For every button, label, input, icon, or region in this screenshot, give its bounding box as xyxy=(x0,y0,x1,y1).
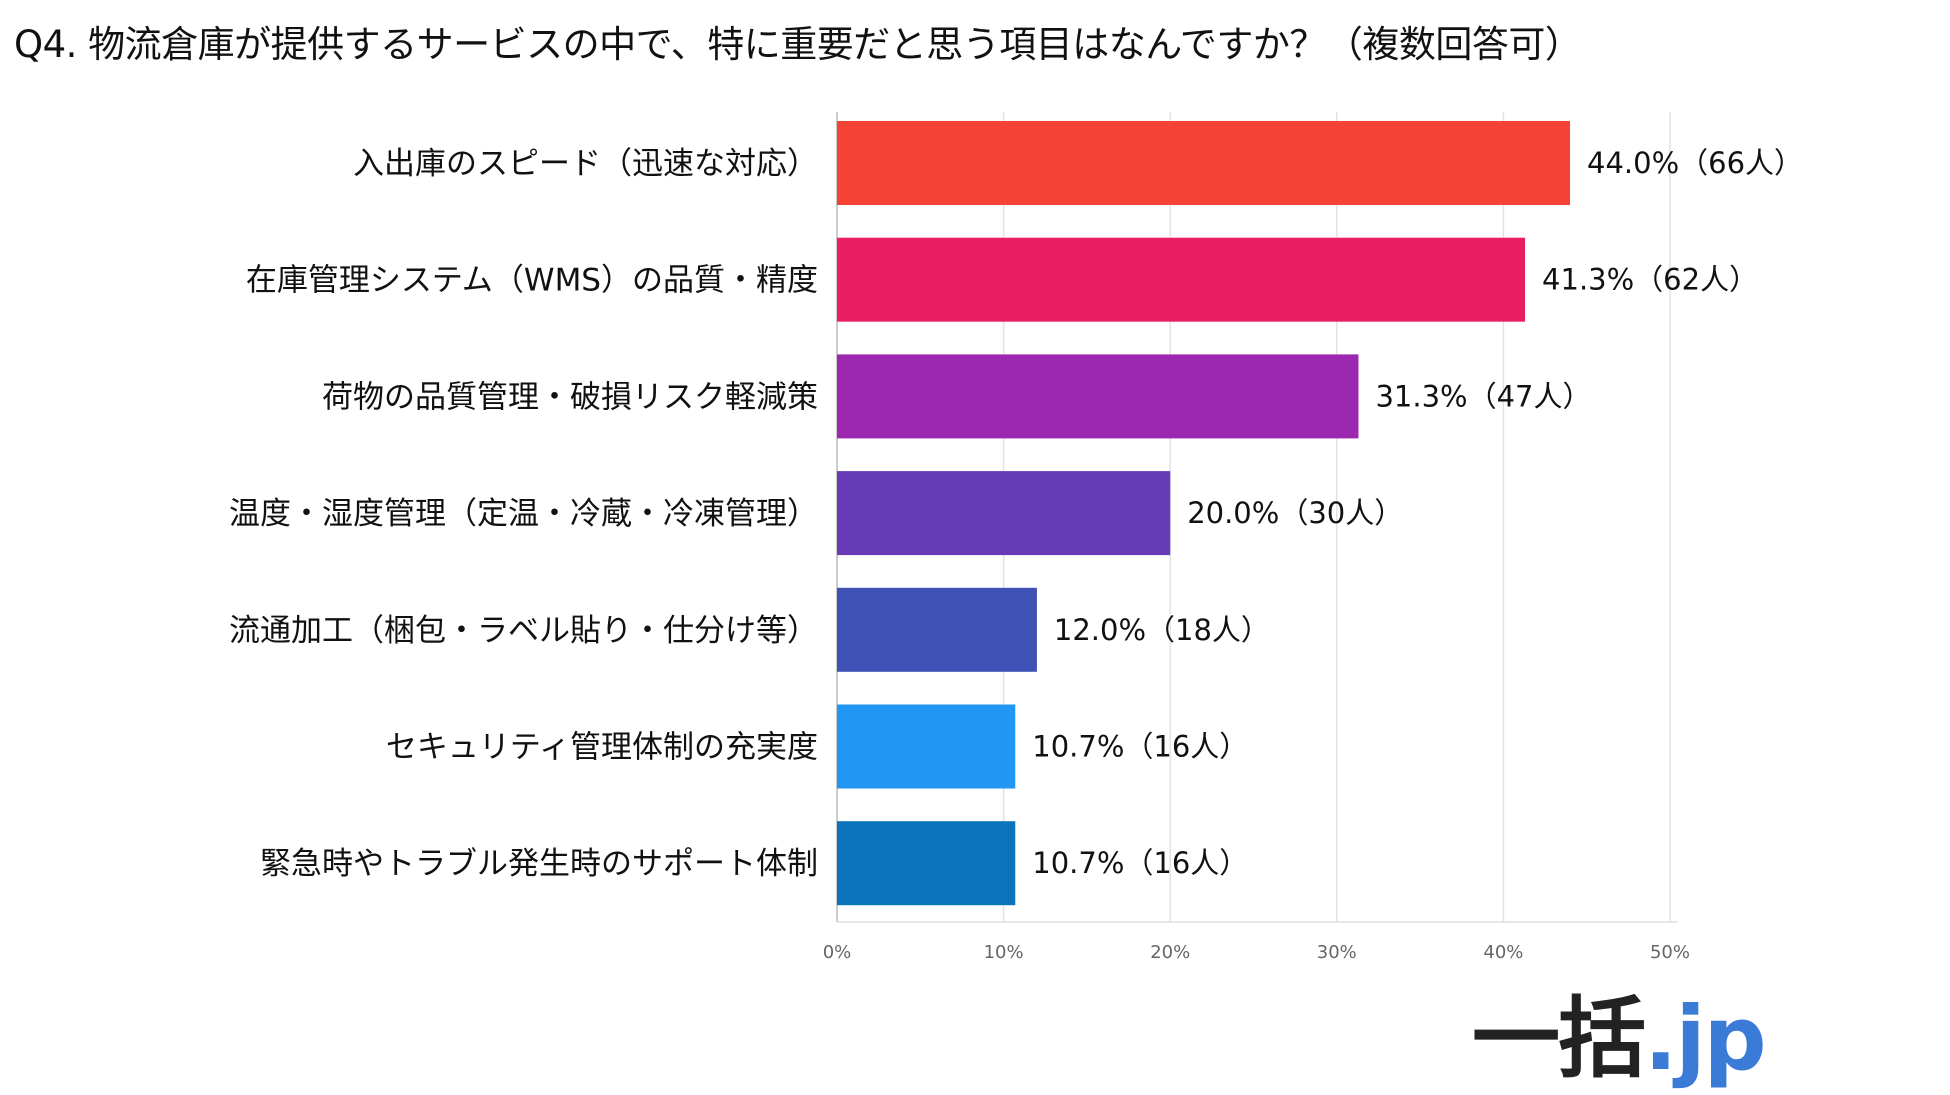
data-label: 10.7%（16人） xyxy=(1032,730,1248,764)
bar xyxy=(837,587,1037,672)
data-label: 31.3%（47人） xyxy=(1375,379,1591,413)
x-tick-label: 30% xyxy=(1317,942,1357,963)
bar xyxy=(837,821,1016,906)
data-label: 10.7%（16人） xyxy=(1032,846,1248,880)
data-label: 12.0%（18人） xyxy=(1054,613,1270,647)
x-tick-label: 0% xyxy=(823,942,852,963)
category-label: 緊急時やトラブル発生時のサポート体制 xyxy=(260,846,818,882)
logo-text-main: 一括 xyxy=(1472,987,1646,1090)
category-label: 流通加工（梱包・ラベル貼り・仕分け等） xyxy=(229,613,818,649)
x-tick-label: 10% xyxy=(984,942,1024,963)
bar xyxy=(837,471,1171,556)
x-tick-label: 20% xyxy=(1150,942,1190,963)
bar xyxy=(837,354,1359,439)
category-label: 入出庫のスピード（迅速な対応） xyxy=(353,146,818,182)
bar xyxy=(837,121,1571,205)
brand-logo: 一括.jp xyxy=(1472,968,1767,1095)
category-label: 温度・湿度管理（定温・冷蔵・冷凍管理） xyxy=(229,496,818,532)
category-label: 在庫管理システム（WMS）の品質・精度 xyxy=(246,263,818,299)
x-tick-label: 50% xyxy=(1650,942,1690,963)
bar xyxy=(837,704,1016,789)
data-label: 41.3%（62人） xyxy=(1542,263,1758,297)
category-label: 荷物の品質管理・破損リスク軽減策 xyxy=(322,379,818,415)
data-label: 44.0%（66人） xyxy=(1587,146,1803,180)
logo-text-accent: .jp xyxy=(1644,987,1767,1090)
chart-title: Q4. 物流倉庫が提供するサービスの中で、特に重要だと思う項目はなんですか？（複… xyxy=(14,23,1582,66)
bar xyxy=(837,237,1526,322)
data-label: 20.0%（30人） xyxy=(1187,496,1403,530)
x-tick-label: 40% xyxy=(1483,942,1523,963)
category-label: セキュリティ管理体制の充実度 xyxy=(386,730,818,766)
